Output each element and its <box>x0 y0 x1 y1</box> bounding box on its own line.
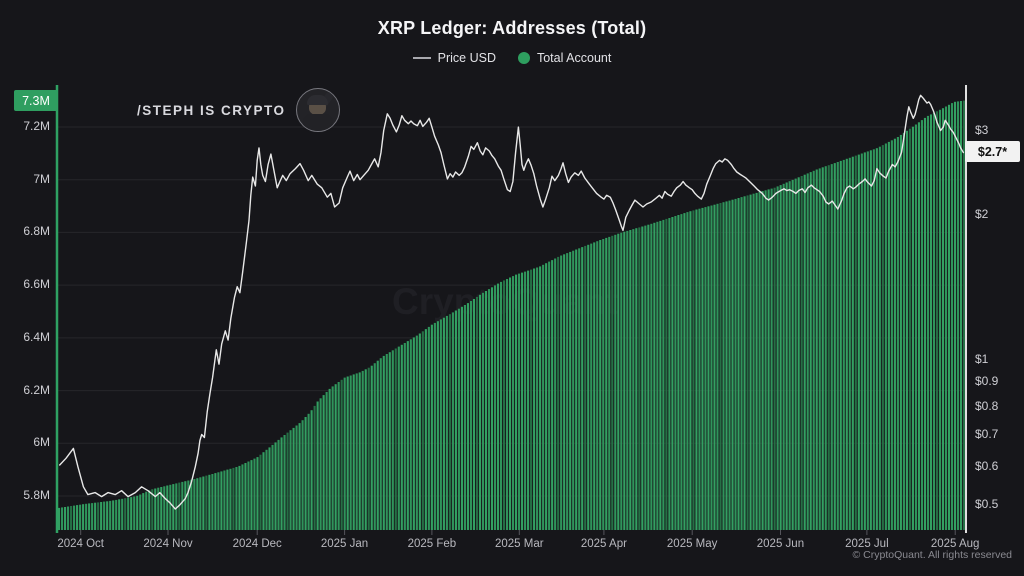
y-axis-tick-label-left: 6.8M <box>23 224 50 239</box>
y-axis-tick-label-left: 6.4M <box>23 329 50 344</box>
y-axis-tick-label-right: $0.5 <box>975 496 999 511</box>
y-axis-tick-label-left: 7M <box>33 171 50 186</box>
current-accounts-badge: 7.3M <box>14 90 58 111</box>
chart-legend: Price USD Total Account <box>0 51 1024 65</box>
y-axis-tick-label-left: 6.2M <box>23 382 50 397</box>
legend-label: Total Account <box>536 51 612 65</box>
branding-watermark-text: /STEPH IS CRYPTO <box>137 102 286 118</box>
total-account-dot-icon <box>517 52 530 64</box>
current-price-badge: $2.7* <box>965 141 1020 162</box>
y-axis-tick-label-right: $0.6 <box>975 458 999 473</box>
avatar <box>295 88 340 132</box>
x-axis-tick-label: 2025 Jul <box>845 538 889 550</box>
price-line-swatch <box>412 57 431 59</box>
copyright-notice: © CryptoQuant. All rights reserved <box>852 549 1012 561</box>
legend-label: Price USD <box>437 51 496 65</box>
x-axis-tick-label: 2024 Dec <box>232 538 282 550</box>
y-axis-tick-label-left: 6M <box>33 435 50 450</box>
y-axis-tick-label-right: $1 <box>975 352 989 366</box>
y-axis-tick-label-right: $2 <box>975 207 989 222</box>
x-axis-tick-label: 2025 May <box>666 538 718 550</box>
y-axis-tick-label-right: $0.7 <box>975 426 999 441</box>
chart-title: XRP Ledger: Addresses (Total) <box>377 18 647 38</box>
x-axis-tick-label: 2025 Mar <box>494 538 544 550</box>
y-axis-tick-label-right: $0.8 <box>975 398 999 413</box>
x-axis-tick-label: 2025 Feb <box>407 538 457 550</box>
branding-watermark: /STEPH IS CRYPTO <box>137 88 340 132</box>
x-axis-tick-label: 2024 Oct <box>57 538 104 550</box>
legend-item-total-account[interactable]: Total Account <box>517 51 612 65</box>
x-axis-tick-label: 2024 Nov <box>143 538 193 550</box>
y-axis-tick-label-right: $0.9 <box>975 374 999 388</box>
y-axis-tick-label-left: 7.2M <box>23 119 50 133</box>
y-axis-tick-label-left: 5.8M <box>23 488 50 502</box>
x-axis-tick-label: 2025 Jun <box>756 538 805 550</box>
legend-item-price-usd[interactable]: Price USD <box>412 51 496 65</box>
x-axis-tick-label: 2025 Jan <box>320 538 369 550</box>
y-axis-tick-label-right: $3 <box>975 122 989 137</box>
x-axis-tick-label: 2025 Aug <box>930 538 980 550</box>
y-axis-tick-label-left: 6.6M <box>23 277 50 292</box>
x-axis-tick-label: 2025 Apr <box>580 538 627 550</box>
